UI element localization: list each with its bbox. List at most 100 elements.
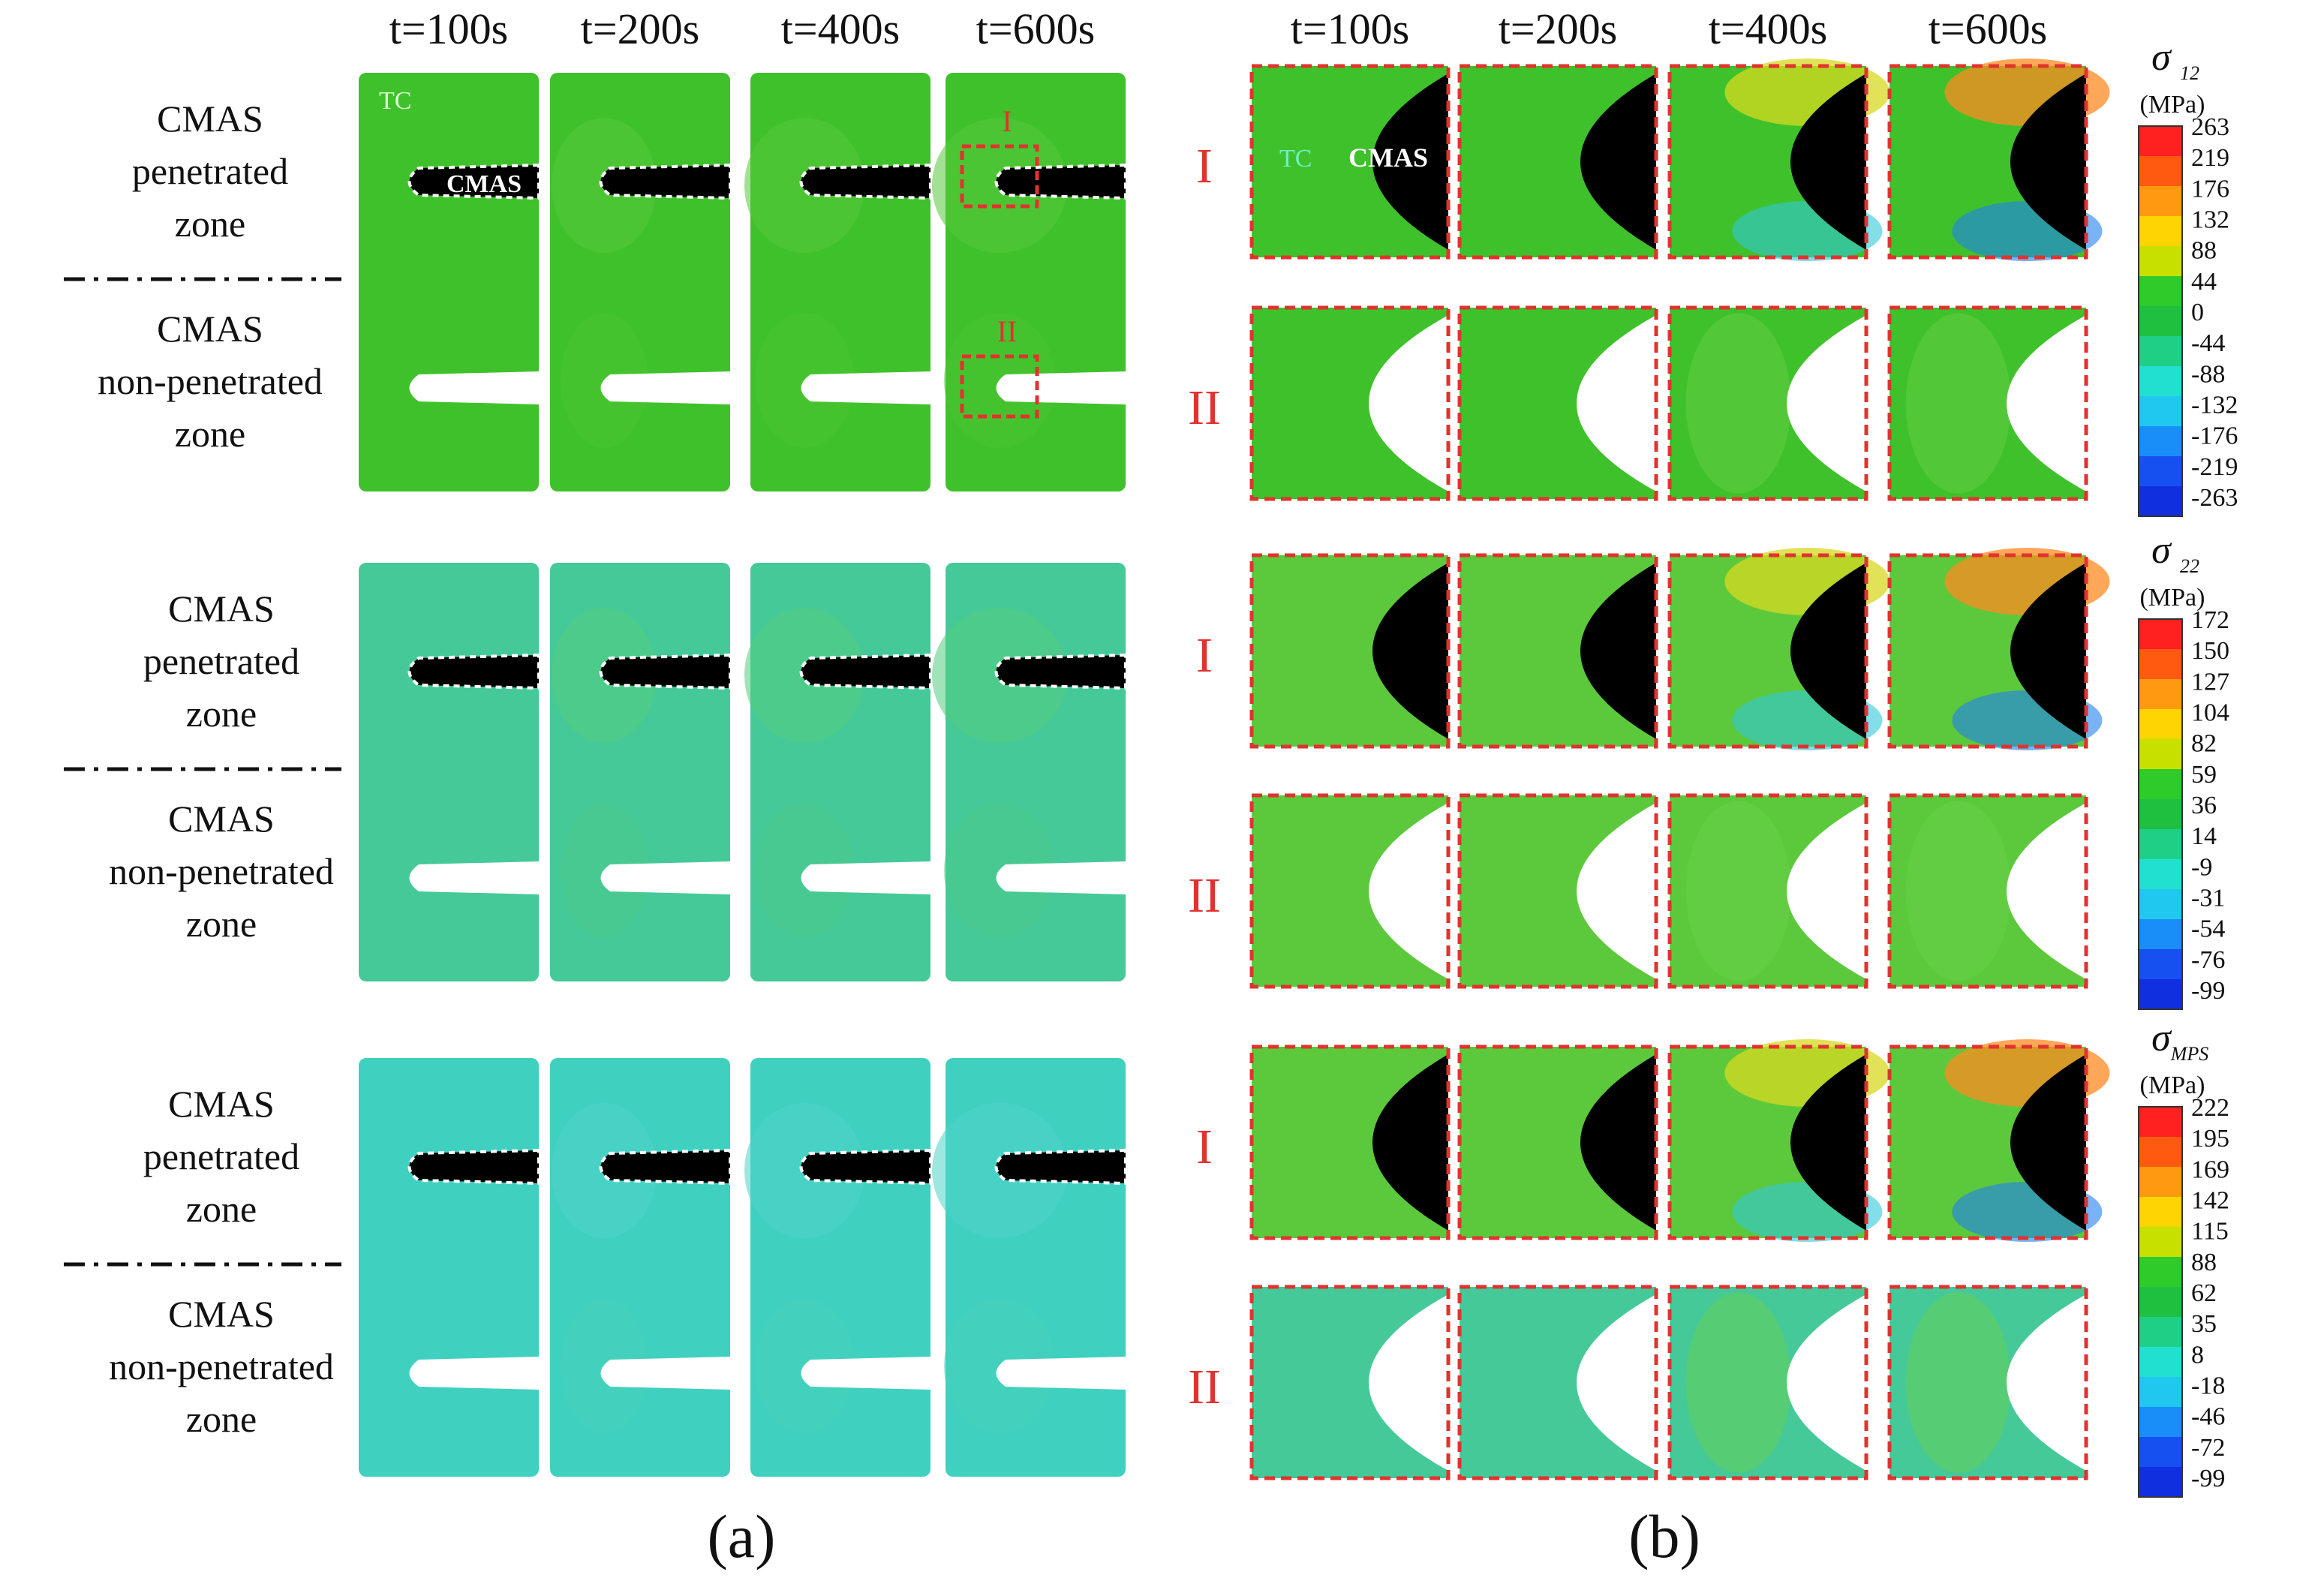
colorbar-swatch [2139,1347,2182,1377]
zone-label-non-penetrated: CMAS [168,798,275,840]
zoom-frame [1887,305,2088,501]
colorbar-frame [2138,618,2183,1010]
cmas-crack-tip [2010,74,2086,250]
colorbar-subscript: 12 [2180,62,2199,84]
zone-label-non-penetrated: zone [186,1398,257,1440]
crack-tip-void [1369,315,1448,491]
crack-void [801,371,931,404]
colorbar-tick-label: 142 [2191,1187,2229,1215]
zoom-frame [1249,1285,1451,1480]
colorbar-swatch [2139,829,2182,859]
colorbar-unit: (MPa) [2140,1072,2205,1099]
row-label: II [1188,1360,1221,1414]
colorbar-tick-label: 14 [2191,822,2217,850]
panel-a-time-header: t=600s [976,5,1095,53]
colorbar-tick-label: -76 [2191,946,2225,974]
colorbar-unit: (MPa) [2140,584,2205,612]
cmas-crack [994,1148,1127,1186]
zone-label-penetrated: CMAS [168,588,275,630]
colorbar-tick-label: 88 [2191,237,2217,265]
crack-tip-void [1787,1294,1866,1471]
zone-label-penetrated: zone [186,1188,257,1230]
colorbar-tick-label: -99 [2191,977,2225,1005]
colorbar-swatch [2139,426,2182,456]
cmas-crack [799,163,932,200]
colorbar-swatch [2139,1407,2182,1437]
zone-label-penetrated: CMAS [157,98,263,140]
crack-void [600,371,730,404]
colorbar-unit: (MPa) [2140,91,2205,119]
colorbar-swatch [2139,1257,2182,1287]
zoom-frame [1249,305,1451,501]
cmas-crack [599,1148,732,1186]
crack-tip-void [2007,315,2086,491]
contour-plot [359,73,539,491]
zoom-frame [1887,793,2088,989]
colorbar-tick-label: -54 [2191,915,2225,943]
crack-void [801,861,931,894]
zone-label-penetrated: penetrated [143,640,299,682]
colorbar-tick-label: 222 [2191,1094,2229,1122]
colorbar-swatch [2139,1167,2182,1197]
stress-region [1685,801,1791,981]
zoom-frame [1887,64,2088,260]
colorbar-tick-label: 172 [2191,606,2229,634]
colorbar-swatch [2139,619,2182,649]
colorbar-tick-label: -46 [2191,1403,2225,1431]
colorbar-swatch [2139,276,2182,306]
cmas-crack [799,653,932,690]
cmas-crack-tip [2010,563,2086,739]
zone-label-non-penetrated: zone [186,903,257,945]
crack-void [996,1357,1126,1390]
panel-a-row-sigma22 [359,563,1127,981]
zoom-frame [1457,305,1658,501]
colorbar-swatch [2139,859,2182,889]
zone-label-non-penetrated: CMAS [168,1293,275,1335]
panel-a-row-sigma12 [359,73,1127,491]
cmas-crack-tip [1372,74,1448,250]
colorbar: σ MPS (MPa)222 195 169 142 115 88 62 35 8 -18 -46 -72… [2138,1017,2229,1498]
colorbar-tick-label: -18 [2191,1372,2225,1400]
zone-label-non-penetrated: non-penetrated [109,850,334,892]
colorbar-swatch [2139,1317,2182,1347]
colorbar-swatch [2139,799,2182,829]
contour-plot [359,563,539,981]
stress-region [1905,1292,2011,1473]
colorbar-tick-label: -44 [2191,329,2225,357]
cmas-crack-tip [1580,74,1656,250]
panel-b-row [1249,1039,2110,1242]
row-label: II [1188,868,1221,923]
colorbar-tick-label: -31 [2191,885,2225,912]
cmas-crack-tip [1372,1054,1448,1231]
panel-b-label: (b) [1628,1502,1700,1570]
colorbar-frame [2138,125,2183,517]
colorbar-swatch [2139,216,2182,246]
zoom-frame [1457,793,1658,989]
colorbar-swatch [2139,739,2182,769]
zoom-frame [1249,553,1451,749]
crack-void [996,371,1126,404]
colorbar-subscript: MPS [2170,1043,2209,1065]
cmas-crack-tip [1790,1054,1866,1231]
colorbar-symbol: σ [2151,1017,2172,1060]
crack-void [409,371,539,404]
colorbar-swatch [2139,1287,2182,1317]
cmas-crack [599,653,732,690]
colorbar-swatch [2139,336,2182,366]
colorbar-tick-label: 59 [2191,761,2217,789]
tc-label: TC [379,87,411,115]
cmas-crack [994,653,1127,690]
panel-a-time-header: t=400s [781,5,900,53]
colorbar-swatch [2139,979,2182,1009]
panel-b-row [1249,1285,2088,1480]
colorbar-tick-label: 132 [2191,206,2229,234]
colorbar-tick-label: 44 [2191,268,2217,296]
colorbar-tick-label: -88 [2191,360,2225,388]
zoom-frame [1457,64,1658,260]
zoom-frame [1249,793,1451,989]
crack-void [409,1357,539,1390]
panel-a-label: (a) [707,1502,775,1570]
zoom-frame [1249,64,1451,260]
cmas-crack-tip [2010,1054,2086,1231]
zone-label-penetrated: zone [175,203,245,245]
